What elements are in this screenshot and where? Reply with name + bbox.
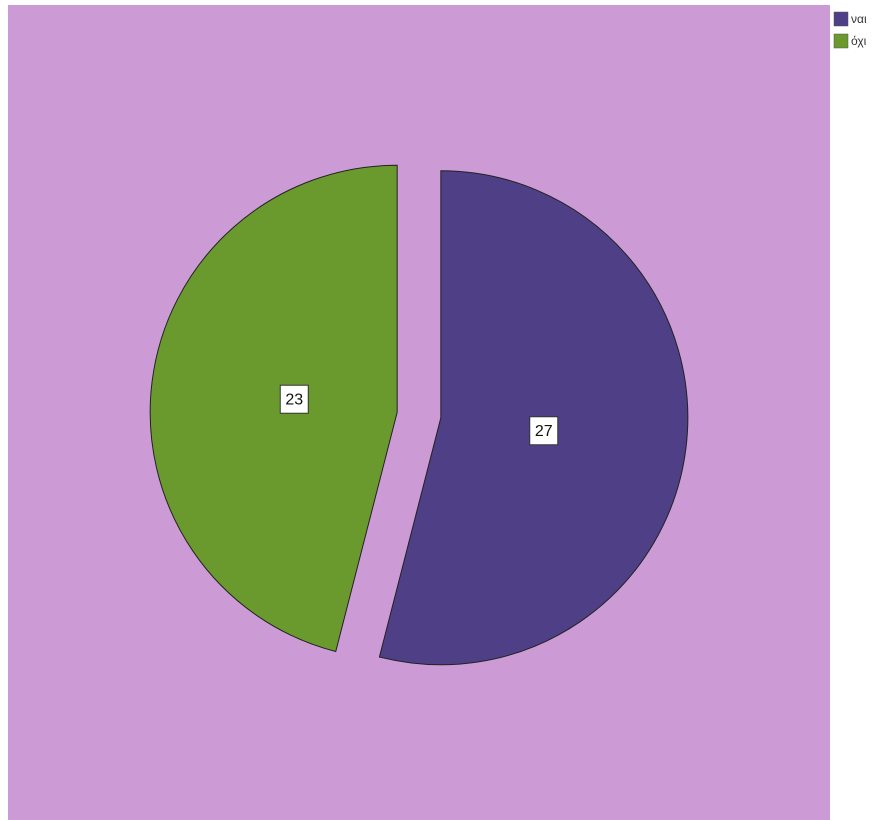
legend: ναι όχι: [833, 11, 867, 49]
data-label-box: [529, 416, 559, 446]
legend-label: όχι: [851, 34, 867, 48]
data-label-box: [279, 384, 309, 414]
pie: 27 23: [149, 164, 689, 666]
legend-label: ναι: [851, 12, 867, 26]
legend-swatch: [833, 33, 849, 49]
data-label: 23: [285, 391, 303, 408]
data-label: 27: [535, 423, 553, 440]
pie-slice: [149, 164, 398, 653]
plot-background: [8, 5, 830, 820]
legend-swatch: [833, 11, 849, 27]
